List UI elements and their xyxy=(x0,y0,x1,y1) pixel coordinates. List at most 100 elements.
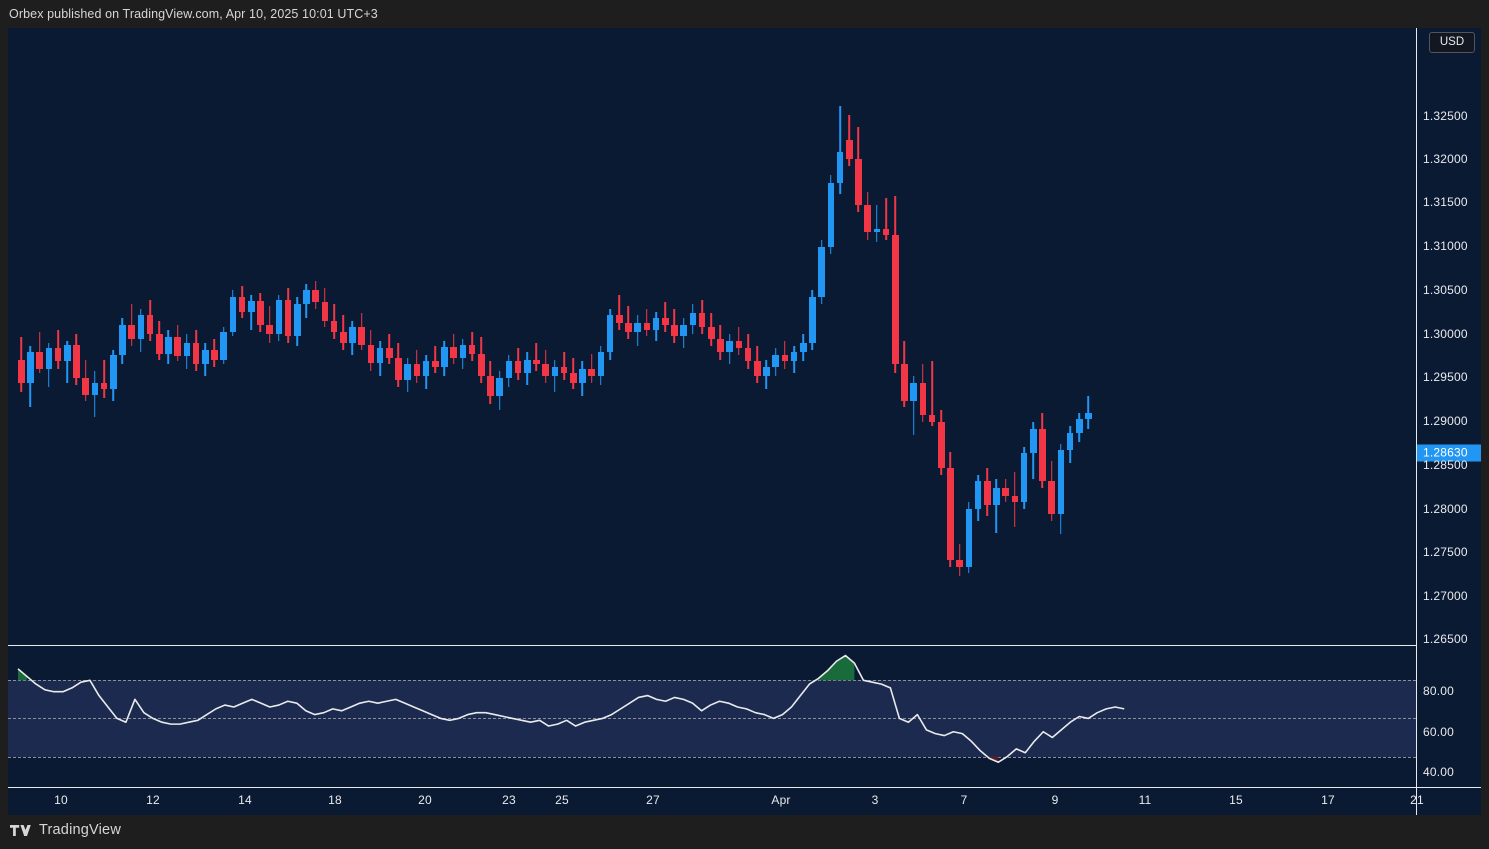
candle-wick xyxy=(839,106,841,194)
candle-wick xyxy=(995,479,998,533)
candlestick xyxy=(984,28,991,645)
candlestick xyxy=(846,28,853,645)
candle-body xyxy=(735,341,743,349)
candle-body xyxy=(496,377,503,397)
rsi-indicator-pane[interactable] xyxy=(8,646,1416,787)
candlestick xyxy=(965,28,973,645)
candlestick xyxy=(459,28,467,645)
candlestick xyxy=(1002,28,1009,645)
last-price-badge: 1.28630 xyxy=(1417,444,1481,462)
candlestick xyxy=(413,28,421,645)
candlestick xyxy=(1048,28,1055,645)
price-scale[interactable]: USD 1.28630 1.32500 1.32000 1.31500 1.31000… xyxy=(1417,28,1481,815)
time-tick-label: 20 xyxy=(418,793,432,807)
candle-body xyxy=(211,350,218,360)
candlestick xyxy=(947,28,954,645)
candlestick xyxy=(100,28,108,645)
candle-body xyxy=(54,348,62,362)
price-tick-label: 1.32500 xyxy=(1423,109,1468,123)
candle-wick xyxy=(876,204,878,242)
candlestick xyxy=(349,28,356,645)
rsi-guide-line xyxy=(8,756,1416,758)
candle-body xyxy=(413,364,421,377)
candle-body xyxy=(266,324,273,334)
candle-body xyxy=(238,296,246,312)
candlestick xyxy=(468,28,476,645)
candle-body xyxy=(597,352,605,377)
candle-body xyxy=(579,368,586,383)
candle-body xyxy=(763,366,770,377)
candle-body xyxy=(294,304,301,336)
candlestick xyxy=(790,28,798,645)
candlestick xyxy=(229,28,237,645)
candle-wick xyxy=(1087,396,1090,429)
price-tick-label: 1.29500 xyxy=(1423,370,1468,384)
candlestick xyxy=(993,28,1000,645)
time-tick-label: 27 xyxy=(646,793,660,807)
candlestick xyxy=(579,28,586,645)
currency-badge[interactable]: USD xyxy=(1429,32,1475,53)
time-tick-label: 17 xyxy=(1321,793,1335,807)
candle-body xyxy=(376,348,384,364)
candle-wick xyxy=(250,295,253,331)
candlestick xyxy=(560,28,568,645)
price-pane[interactable] xyxy=(8,28,1416,645)
candle-body xyxy=(303,290,310,305)
candlestick xyxy=(726,28,733,645)
candle-body xyxy=(478,353,485,377)
candlestick xyxy=(496,28,503,645)
candlestick xyxy=(864,28,871,645)
candle-body xyxy=(662,318,669,325)
rsi-line-chart xyxy=(17,654,1125,764)
candle-body xyxy=(110,354,117,389)
candlestick xyxy=(165,28,172,645)
candle-body xyxy=(689,313,697,325)
price-tick-label: 1.28000 xyxy=(1423,502,1468,516)
candlestick xyxy=(91,28,99,645)
candlestick xyxy=(938,28,945,645)
candle-body xyxy=(340,331,347,343)
candlestick xyxy=(404,28,411,645)
candlestick xyxy=(478,28,485,645)
candlestick xyxy=(1030,28,1037,645)
candle-wick xyxy=(912,376,915,436)
candle-body xyxy=(790,352,798,362)
candle-body xyxy=(45,348,53,369)
candle-body xyxy=(533,359,540,365)
candle-body xyxy=(450,346,457,358)
time-scale[interactable]: 10 12 14 18 20 23 25 27 Apr 3 7 9 11 15 17 21 xyxy=(8,788,1481,815)
candle-wick xyxy=(572,357,575,389)
candle-body xyxy=(1011,495,1019,503)
candle-body xyxy=(1020,453,1028,503)
candlestick xyxy=(1085,28,1092,645)
candlestick xyxy=(64,28,71,645)
time-tick-label: 18 xyxy=(328,793,342,807)
candle-body xyxy=(432,361,439,367)
candlestick xyxy=(192,28,200,645)
candlestick xyxy=(634,28,641,645)
candlestick xyxy=(818,28,825,645)
candlestick xyxy=(809,28,816,645)
candle-body xyxy=(505,361,513,378)
candlestick xyxy=(487,28,494,645)
candle-body xyxy=(882,228,890,236)
candlestick xyxy=(928,28,936,645)
time-tick-label: 10 xyxy=(54,793,68,807)
candle-body xyxy=(726,341,733,353)
price-tick-label: 1.31500 xyxy=(1423,195,1468,209)
candle-wick xyxy=(590,353,593,383)
candle-wick xyxy=(931,361,933,426)
candlestick xyxy=(855,28,862,645)
candle-body xyxy=(367,344,375,364)
price-tick-label: 1.31000 xyxy=(1423,239,1468,253)
rsi-overbought-fill xyxy=(18,655,855,681)
candle-body xyxy=(487,376,494,397)
time-tick-label: 3 xyxy=(871,793,879,807)
rsi-level-label: 60.00 xyxy=(1423,725,1455,739)
candle-body xyxy=(349,327,356,343)
attribution-header: Orbex published on TradingView.com, Apr … xyxy=(0,0,1489,28)
candlestick xyxy=(27,28,34,645)
candlestick xyxy=(303,28,310,645)
candlestick xyxy=(257,28,264,645)
